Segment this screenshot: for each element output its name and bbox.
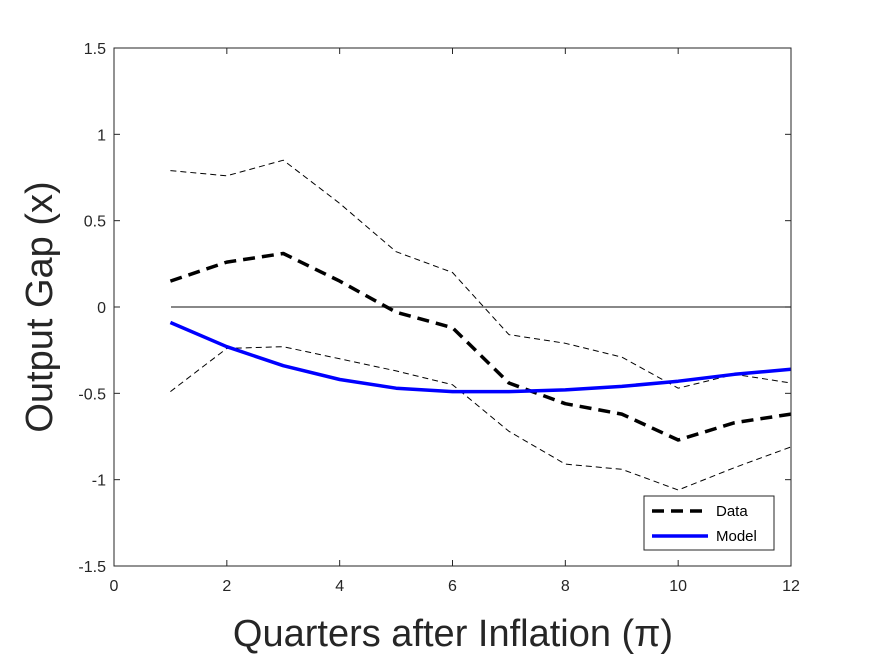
y-tick-label: -0.5 <box>78 386 106 403</box>
x-tick-label: 0 <box>110 578 119 595</box>
x-tick-label: 2 <box>222 578 231 595</box>
series-line-upper-band <box>170 159 792 389</box>
y-axis-title: Output Gap (x) <box>19 181 61 432</box>
x-axis-title: Quarters after Inflation (π) <box>233 613 673 655</box>
x-tick-label: 8 <box>561 578 570 595</box>
legend: Data Model <box>643 495 775 551</box>
x-tick-label: 4 <box>335 578 344 595</box>
legend-label-data: Data <box>716 503 748 520</box>
x-tick-label: 12 <box>782 578 800 595</box>
y-tick-label: -1 <box>92 473 106 490</box>
y-tick-label: 1 <box>97 127 106 144</box>
y-tick-label: -1.5 <box>78 559 106 576</box>
y-tick-label: 1.5 <box>84 41 106 58</box>
legend-box <box>643 495 775 551</box>
y-tick-label: 0.5 <box>84 214 106 231</box>
x-tick-label: 10 <box>669 578 687 595</box>
y-tick-label: 0 <box>97 300 106 317</box>
series-line-data <box>169 251 792 442</box>
x-tick-label: 6 <box>448 578 457 595</box>
legend-label-model: Model <box>716 528 757 545</box>
axis-ticks: 0 2 4 6 8 10 12 -1.5 -1 -0.5 0 0.5 1 1.5 <box>78 41 800 595</box>
series-line-model <box>169 320 792 394</box>
